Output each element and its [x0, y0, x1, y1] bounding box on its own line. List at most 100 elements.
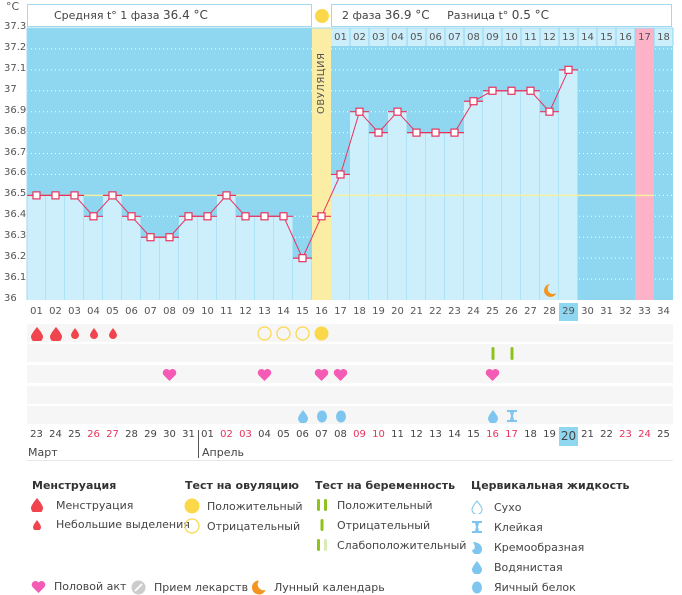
date-label[interactable]: 11: [391, 429, 404, 440]
date-label[interactable]: 06: [296, 429, 309, 440]
cycle-day-label[interactable]: 24: [467, 306, 480, 317]
empty-circle-icon[interactable]: [255, 324, 274, 343]
cycle-day-label[interactable]: 29: [559, 303, 578, 321]
cycle-day-label[interactable]: 21: [410, 306, 423, 317]
date-label[interactable]: 05: [277, 429, 290, 440]
egg-icon[interactable]: [331, 406, 350, 425]
date-label[interactable]: 27: [106, 429, 119, 440]
date-label[interactable]: 24: [49, 429, 62, 440]
date-label[interactable]: 20: [559, 427, 578, 446]
water-drop-icon[interactable]: [293, 406, 312, 425]
blood-drop-icon[interactable]: [46, 324, 65, 343]
cycle-day-label[interactable]: 01: [30, 306, 43, 317]
cycle-day-label[interactable]: 30: [581, 306, 594, 317]
one-line-icon[interactable]: [483, 344, 502, 363]
date-label[interactable]: 17: [505, 429, 518, 440]
date-label[interactable]: 10: [372, 429, 385, 440]
small-blood-drop-icon[interactable]: [103, 324, 122, 343]
date-label[interactable]: 16: [486, 429, 499, 440]
cycle-day-label[interactable]: 25: [486, 306, 499, 317]
cycle-day-label[interactable]: 18: [353, 306, 366, 317]
date-label[interactable]: 03: [239, 429, 252, 440]
date-label[interactable]: 21: [581, 429, 594, 440]
cycle-day-label[interactable]: 34: [657, 306, 670, 317]
cycle-day-label[interactable]: 32: [619, 306, 632, 317]
date-label[interactable]: 25: [657, 429, 670, 440]
date-label[interactable]: 29: [144, 429, 157, 440]
cycle-day-label[interactable]: 07: [144, 306, 157, 317]
temp-point: [469, 97, 478, 106]
empty-circle-icon[interactable]: [293, 324, 312, 343]
blood-drop-icon[interactable]: [27, 324, 46, 343]
cycle-day-label[interactable]: 20: [391, 306, 404, 317]
cycle-day-label[interactable]: 03: [68, 306, 81, 317]
cycle-day-label[interactable]: 15: [296, 306, 309, 317]
date-label[interactable]: 23: [30, 429, 43, 440]
cycle-day-label[interactable]: 04: [87, 306, 100, 317]
cycle-day-label[interactable]: 28: [543, 306, 556, 317]
heart-icon[interactable]: [312, 365, 331, 384]
date-label[interactable]: 30: [163, 429, 176, 440]
small-blood-drop-icon[interactable]: [84, 324, 103, 343]
cycle-day-label[interactable]: 26: [505, 306, 518, 317]
date-label[interactable]: 26: [87, 429, 100, 440]
date-label[interactable]: 15: [467, 429, 480, 440]
phase2-day-label: 15: [600, 32, 613, 43]
one-line-icon[interactable]: [502, 344, 521, 363]
date-label[interactable]: 31: [182, 429, 195, 440]
cycle-day-label[interactable]: 11: [220, 306, 233, 317]
phase2-day-label: 14: [581, 32, 594, 43]
phase2-day-label: 11: [524, 32, 537, 43]
cycle-day-label[interactable]: 08: [163, 306, 176, 317]
date-label[interactable]: 19: [543, 429, 556, 440]
date-label[interactable]: 07: [315, 429, 328, 440]
phase2-day-label: 09: [486, 32, 499, 43]
cycle-day-label[interactable]: 05: [106, 306, 119, 317]
cycle-day-label[interactable]: 23: [448, 306, 461, 317]
cycle-day-label[interactable]: 22: [429, 306, 442, 317]
cycle-day-label[interactable]: 10: [201, 306, 214, 317]
heart-icon[interactable]: [331, 365, 350, 384]
date-label[interactable]: 09: [353, 429, 366, 440]
date-label[interactable]: 24: [638, 429, 651, 440]
y-tick-label: 37.3: [4, 21, 27, 32]
date-label[interactable]: 28: [125, 429, 138, 440]
date-label[interactable]: 13: [429, 429, 442, 440]
temp-point: [374, 128, 383, 137]
cycle-day-label[interactable]: 02: [49, 306, 62, 317]
cycle-day-label[interactable]: 06: [125, 306, 138, 317]
cycle-day-label[interactable]: 14: [277, 306, 290, 317]
date-label[interactable]: 04: [258, 429, 271, 440]
cycle-day-label[interactable]: 33: [638, 306, 651, 317]
filled-circle-icon[interactable]: [312, 324, 331, 343]
empty-circle-icon[interactable]: [274, 324, 293, 343]
cycle-day-label[interactable]: 31: [600, 306, 613, 317]
date-label[interactable]: 01: [201, 429, 214, 440]
egg-icon[interactable]: [312, 406, 331, 425]
cycle-day-label[interactable]: 13: [258, 306, 271, 317]
hourglass-icon[interactable]: [502, 406, 521, 425]
y-axis-unit: °C: [6, 0, 20, 13]
phase2-value: 36.9 °C: [384, 8, 430, 22]
heart-icon[interactable]: [483, 365, 502, 384]
phase2-day-label: 16: [619, 32, 632, 43]
water-drop-icon[interactable]: [483, 406, 502, 425]
heart-icon[interactable]: [160, 365, 179, 384]
heart-icon[interactable]: [255, 365, 274, 384]
small-blood-drop-icon[interactable]: [65, 324, 84, 343]
date-label[interactable]: 08: [334, 429, 347, 440]
date-label[interactable]: 23: [619, 429, 632, 440]
cycle-day-label[interactable]: 12: [239, 306, 252, 317]
date-label[interactable]: 18: [524, 429, 537, 440]
phase2-label: 2 фаза: [342, 9, 382, 22]
cycle-day-label[interactable]: 19: [372, 306, 385, 317]
cycle-day-label[interactable]: 17: [334, 306, 347, 317]
date-label[interactable]: 02: [220, 429, 233, 440]
date-label[interactable]: 25: [68, 429, 81, 440]
cycle-day-label[interactable]: 16: [315, 306, 328, 317]
date-label[interactable]: 14: [448, 429, 461, 440]
cycle-day-label[interactable]: 27: [524, 306, 537, 317]
date-label[interactable]: 22: [600, 429, 613, 440]
cycle-day-label[interactable]: 09: [182, 306, 195, 317]
date-label[interactable]: 12: [410, 429, 423, 440]
